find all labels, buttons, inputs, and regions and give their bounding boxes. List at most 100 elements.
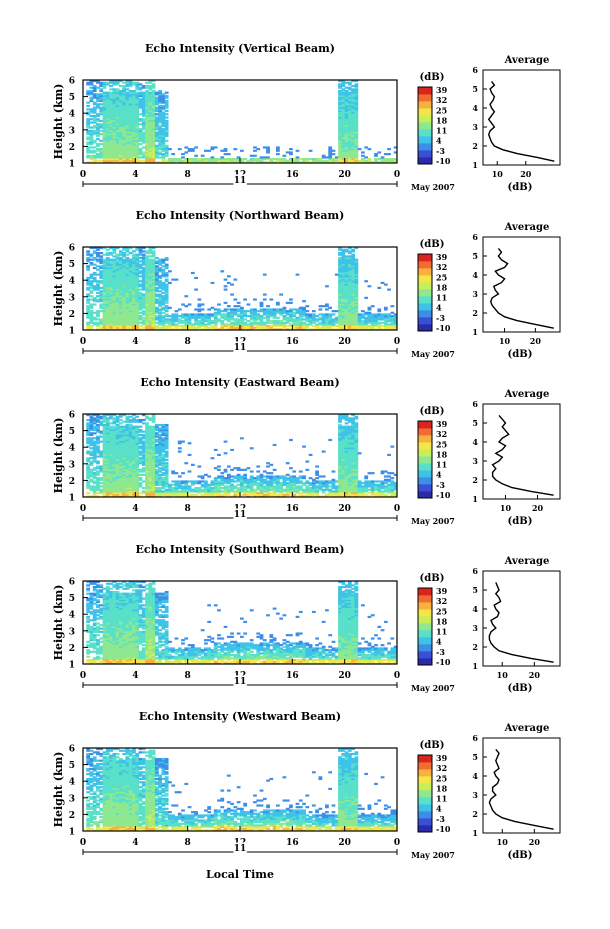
heatmap-cell [354,134,359,137]
heatmap-cell [243,326,248,329]
average-x-label: (dB) [508,182,533,193]
heatmap-cell [148,270,153,273]
heatmap-cell [118,268,123,271]
heatmap-cell [145,468,149,471]
heatmap-cell [154,490,159,493]
heatmap-cell [321,316,326,319]
heatmap-cell [151,276,156,280]
heatmap-cell [344,248,349,251]
heatmap-cell [347,159,352,162]
heatmap-cell [331,149,336,152]
heatmap-cell [99,300,104,303]
heatmap-cell [148,146,153,149]
heatmap-cell [132,490,136,493]
heatmap-cell [347,276,352,280]
heatmap-cell [92,453,97,456]
heatmap-cell [377,315,382,318]
heatmap-cell [141,154,146,157]
heatmap-cell [168,148,172,151]
heatmap-cell [148,111,153,114]
heatmap-cell [89,428,94,432]
heatmap-cell [122,91,127,94]
heatmap-cell [86,295,91,298]
heatmap-cell [161,138,166,141]
heatmap-cell [122,148,127,151]
x-tick-label: 20 [338,170,351,180]
heatmap-cell [132,462,136,465]
heatmap-cell [181,440,185,443]
heatmap-cell [128,303,133,306]
heatmap-cell [181,315,185,318]
heatmap-cell [99,303,104,306]
heatmap-cell [387,325,391,328]
heatmap-cell [138,437,143,440]
heatmap-cell [145,139,149,142]
heatmap-cell [240,315,244,318]
heatmap-cell [269,310,274,313]
heatmap-cell [128,300,133,303]
heatmap-cell [151,288,156,291]
heatmap-cell [171,483,176,486]
heatmap-cell [197,303,202,306]
heatmap-cell [128,111,133,114]
heatmap-cell [168,315,172,318]
heatmap-cell [125,320,130,323]
heatmap-cell [158,298,162,301]
heatmap-cell [275,325,280,328]
heatmap-cell [325,320,329,323]
heatmap-cell [128,475,133,478]
heatmap-cell [141,111,146,114]
heatmap-cell [341,268,346,271]
heatmap-cell [184,320,189,323]
heatmap-cell [132,482,136,485]
heatmap-cell [141,313,146,316]
heatmap-cell [380,316,385,319]
heatmap-cell [132,108,136,111]
heatmap-cell [184,462,189,465]
heatmap-cell [89,427,94,430]
heatmap-cell [112,91,117,94]
heatmap-cell [135,290,140,293]
heatmap-cell [118,415,123,418]
heatmap-cell [344,151,349,154]
heatmap-cell [213,490,218,493]
heatmap-cell [138,462,143,465]
heatmap-cell [226,326,231,329]
heatmap-cell [118,124,123,127]
heatmap-cell [151,136,156,139]
heatmap-cell [141,492,146,495]
heatmap-cell [132,283,136,286]
heatmap-cell [109,457,113,460]
heatmap-cell [141,470,146,473]
heatmap-cell [347,250,352,253]
heatmap-cell [315,323,319,326]
heatmap-cell [354,278,359,281]
heatmap-cell [105,285,110,288]
heatmap-cell [344,250,349,253]
heatmap-cell [344,255,349,258]
heatmap-cell [92,316,97,319]
heatmap-cell [347,126,352,129]
heatmap-cell [105,483,110,486]
heatmap-cell [148,468,153,471]
heatmap-cell [145,485,149,488]
heatmap-cell [138,86,143,89]
heatmap-cell [135,278,140,281]
heatmap-cell [357,159,362,162]
heatmap-cell [115,283,120,286]
heatmap-cell [187,326,192,329]
heatmap-cell [135,83,140,86]
heatmap-cell [118,315,123,318]
heatmap-cell [158,290,162,293]
heatmap-cell [102,113,107,116]
avg-x-tick-label: 20 [520,169,532,179]
heatmap-cell [135,442,140,445]
heatmap-cell [354,281,359,285]
heatmap-cell [141,99,146,103]
heatmap-cell [132,485,136,488]
heatmap-cell [158,128,162,131]
heatmap-cell [164,455,169,458]
heatmap-cell [105,303,110,306]
heatmap-cell [168,158,172,161]
heatmap-cell [145,250,149,253]
